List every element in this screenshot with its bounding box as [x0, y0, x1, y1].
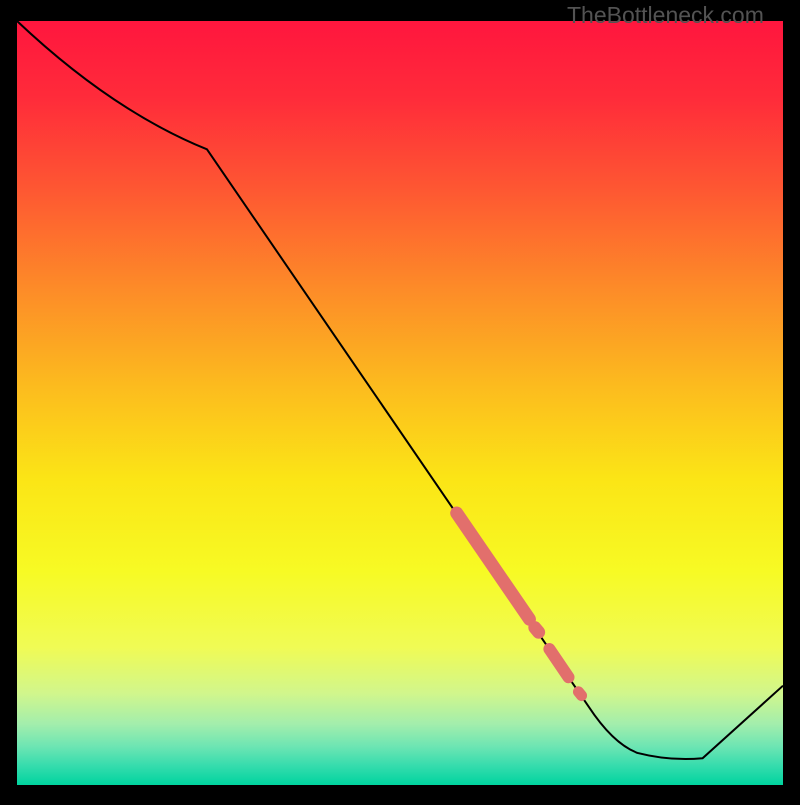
plot-background	[17, 21, 783, 785]
bottleneck-chart	[0, 0, 800, 800]
watermark-text: TheBottleneck.com	[567, 2, 764, 29]
